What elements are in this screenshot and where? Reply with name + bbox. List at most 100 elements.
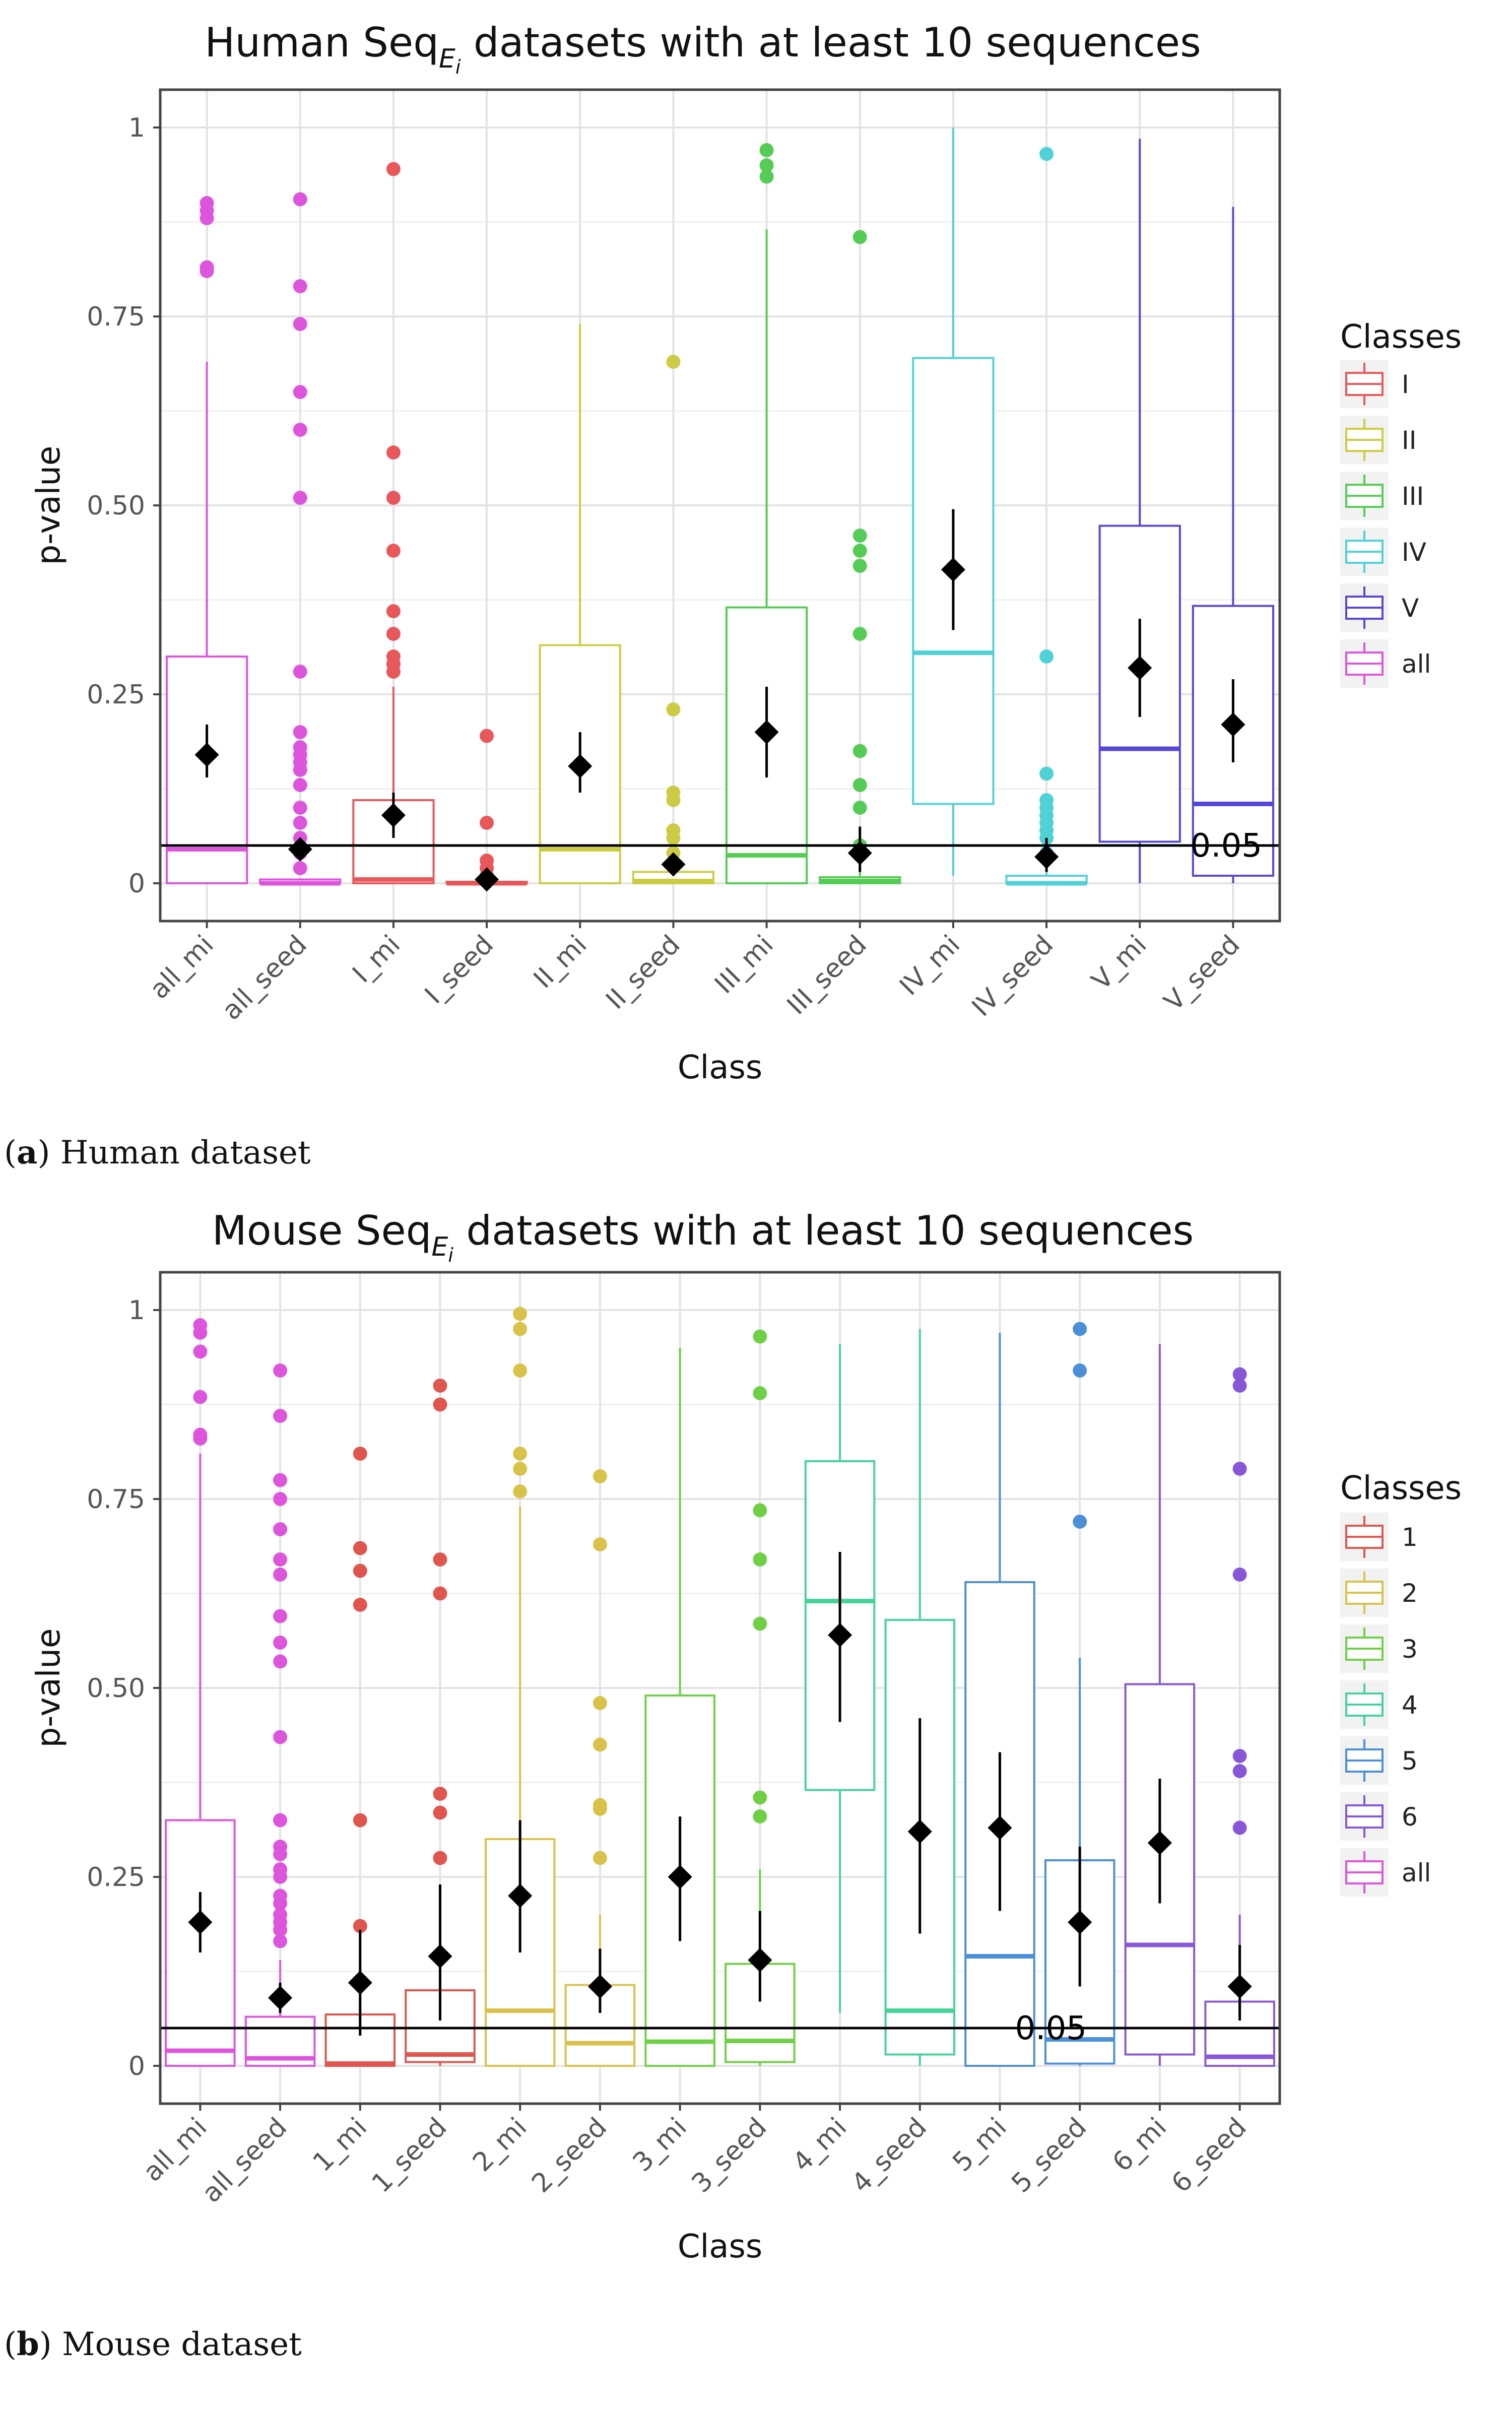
outlier-point — [273, 1609, 288, 1623]
outlier-point — [1232, 1367, 1247, 1382]
mean-marker — [508, 1883, 533, 1908]
x-tick-label: II_seed — [600, 930, 686, 1015]
outlier-point — [293, 192, 307, 207]
outlier-point — [480, 816, 494, 830]
y-axis-label: p-value — [30, 1629, 68, 1748]
y-tick-label: 1 — [128, 113, 145, 143]
outlier-point — [753, 1503, 767, 1518]
y-tick-label: 0.50 — [87, 491, 145, 521]
box-all_seed — [244, 1363, 316, 2067]
legend-item-III: III — [1340, 472, 1424, 520]
outlier-point — [386, 627, 401, 641]
outlier-point — [1073, 1363, 1087, 1378]
outlier-point — [513, 1307, 528, 1321]
outlier-point — [1232, 1764, 1247, 1778]
outlier-point — [293, 665, 307, 679]
outlier-point — [386, 649, 401, 664]
x-tick-label: V_mi — [1086, 930, 1152, 996]
legend-item-4: 4 — [1340, 1680, 1418, 1729]
x-tick-label: 2_mi — [467, 2112, 533, 2178]
outlier-point — [433, 1586, 447, 1601]
x-tick-label: 4_seed — [846, 2112, 933, 2199]
x-tick-label: II_mi — [528, 930, 593, 995]
x-tick-label: I_mi — [347, 930, 406, 989]
outlier-point — [852, 627, 867, 641]
legend-item-IV: IV — [1340, 528, 1426, 576]
outlier-point — [433, 1787, 447, 1801]
outlier-point — [293, 861, 307, 875]
outlier-point — [293, 279, 307, 293]
outlier-point — [1073, 1322, 1087, 1336]
outlier-point — [480, 854, 494, 868]
legend-item-2: 2 — [1340, 1569, 1418, 1617]
outlier-point — [593, 1469, 607, 1483]
outlier-point — [753, 1329, 767, 1344]
box-II_mi — [539, 324, 621, 884]
y-axis-label: p-value — [30, 446, 68, 565]
outlier-point — [852, 778, 867, 792]
threshold-label: 0.05 — [1191, 827, 1263, 865]
outlier-point — [293, 801, 307, 815]
legend-label: all — [1402, 649, 1431, 679]
outlier-point — [759, 143, 774, 157]
outlier-point — [273, 1813, 288, 1828]
outlier-point — [433, 1552, 447, 1567]
legend-item-II: II — [1340, 416, 1417, 464]
outlier-point — [273, 1840, 288, 1854]
outlier-point — [513, 1447, 528, 1461]
outlier-point — [1232, 1820, 1247, 1835]
x-axis-label: Class — [678, 1049, 762, 1086]
outlier-point — [852, 230, 867, 244]
mean-marker — [668, 1865, 692, 1889]
outlier-point — [852, 559, 867, 573]
outlier-point — [852, 544, 867, 558]
x-tick-label: all_mi — [138, 2112, 213, 2188]
box-all_mi — [165, 1318, 236, 2067]
outlier-point — [1232, 1568, 1247, 1582]
outlier-point — [852, 801, 867, 815]
x-tick-label: 6_seed — [1166, 2112, 1253, 2199]
box-1_seed — [405, 1379, 476, 2066]
box-iqr — [912, 357, 995, 805]
outlier-point — [273, 1730, 288, 1744]
outlier-point — [753, 1790, 767, 1805]
x-tick-label: V_seed — [1158, 930, 1246, 1017]
x-tick-label: all_seed — [196, 2112, 293, 2209]
outlier-point — [513, 1363, 528, 1378]
box-6_mi — [1124, 1344, 1196, 2066]
outlier-point — [593, 1798, 607, 1812]
legend-label: I — [1402, 370, 1409, 399]
legend-title: Classes — [1340, 1470, 1462, 1507]
outlier-point — [273, 1888, 288, 1903]
x-tick-label: 6_mi — [1107, 2112, 1172, 2178]
outlier-point — [1039, 147, 1054, 161]
outlier-point — [593, 1851, 607, 1865]
outlier-point — [293, 778, 307, 792]
outlier-point — [513, 1322, 528, 1336]
outlier-point — [1232, 1379, 1247, 1393]
mean-marker — [288, 837, 312, 862]
outlier-point — [353, 1598, 367, 1612]
mean-marker — [1147, 1831, 1172, 1855]
mean-marker — [1034, 844, 1059, 869]
outlier-point — [273, 1473, 288, 1487]
outlier-point — [1073, 1515, 1087, 1529]
outlier-point — [386, 544, 401, 558]
outlier-point — [666, 702, 681, 717]
legend-item-5: 5 — [1340, 1736, 1418, 1785]
outlier-point — [852, 744, 867, 758]
box-IV_seed — [1005, 147, 1088, 886]
outlier-point — [753, 1552, 767, 1567]
legend-label: 3 — [1402, 1635, 1418, 1664]
legend-label: II — [1402, 426, 1417, 455]
outlier-point — [1039, 649, 1054, 664]
outlier-point — [193, 1344, 208, 1359]
outlier-point — [433, 1851, 447, 1865]
x-tick-label: 4_mi — [787, 2112, 852, 2178]
legend-label: 6 — [1402, 1802, 1418, 1832]
mean-marker — [661, 852, 686, 877]
mean-marker — [754, 720, 779, 744]
outlier-point — [759, 158, 774, 172]
mean-marker — [847, 841, 872, 865]
